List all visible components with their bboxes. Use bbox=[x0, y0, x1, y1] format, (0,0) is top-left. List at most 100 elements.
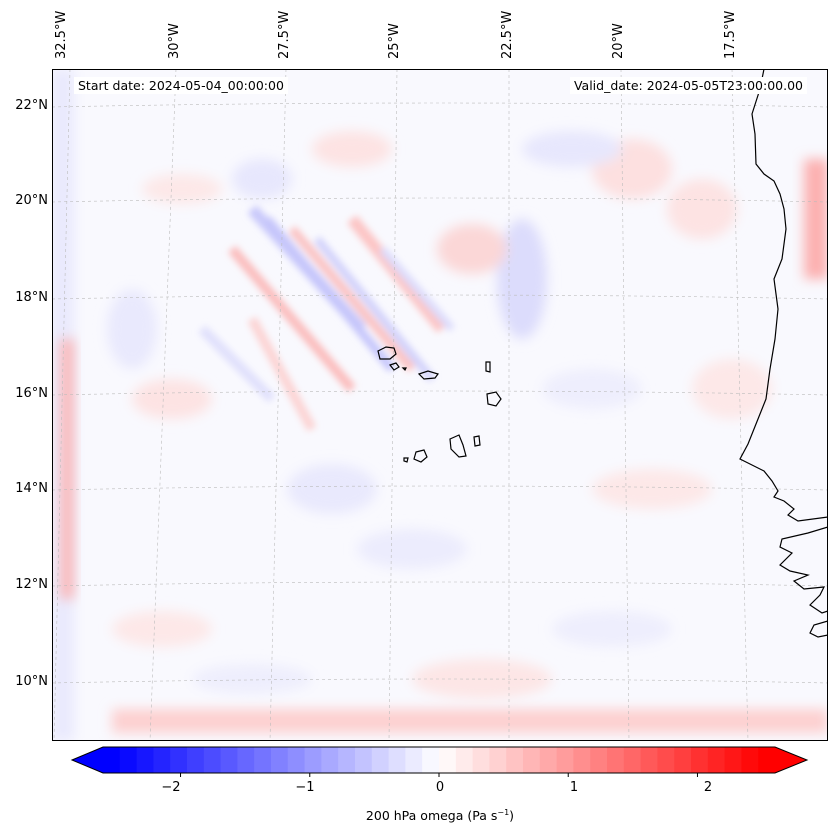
colorbar-step bbox=[220, 747, 238, 773]
gridline-lon bbox=[53, 69, 71, 741]
lat-tick-label: 14°N bbox=[15, 481, 48, 496]
colorbar-step bbox=[119, 747, 138, 773]
gridline-lat bbox=[52, 197, 828, 203]
colorbar-frame bbox=[70, 746, 809, 774]
omega-south-band bbox=[112, 709, 828, 733]
colorbar-label-text: 200 hPa omega (Pa s bbox=[365, 808, 498, 824]
colorbar-step bbox=[187, 747, 205, 773]
colorbar-step bbox=[707, 747, 726, 773]
colorbar-step bbox=[355, 747, 373, 773]
colorbar-tick-label: −1 bbox=[295, 780, 315, 795]
omega-blob bbox=[132, 379, 212, 419]
colorbar-extend-min bbox=[72, 747, 103, 773]
colorbar-step bbox=[741, 747, 759, 773]
colorbar-step bbox=[304, 747, 322, 773]
gridline-lat bbox=[52, 102, 828, 108]
omega-streak bbox=[288, 226, 416, 372]
colorbar-step bbox=[489, 747, 507, 773]
omega-blob bbox=[357, 529, 467, 569]
omega-blob bbox=[497, 219, 547, 339]
colorbar-step bbox=[758, 747, 776, 773]
lon-tick-label: 25°W bbox=[387, 23, 402, 59]
omega-blob bbox=[692, 359, 772, 419]
lon-tick-label: 32.5°W bbox=[54, 10, 69, 59]
island-boa-vista bbox=[486, 391, 502, 407]
colorbar-step bbox=[590, 747, 608, 773]
omega-blob bbox=[522, 131, 622, 167]
colorbar-label: 200 hPa omega (Pa s−1) bbox=[366, 808, 514, 823]
lat-tick-label: 16°N bbox=[15, 386, 48, 401]
omega-streak bbox=[378, 246, 456, 332]
colorbar-step bbox=[539, 747, 558, 773]
lat-tick-label: 22°N bbox=[15, 98, 48, 113]
colorbar-step bbox=[472, 747, 490, 773]
colorbar-step bbox=[640, 747, 658, 773]
lon-tick-label: 30°W bbox=[167, 23, 182, 59]
start-date-label: Start date: 2024-05-04_00:00:00 bbox=[74, 77, 288, 94]
colorbar-step bbox=[422, 747, 440, 773]
colorbar-step bbox=[103, 747, 121, 773]
colorbar-step bbox=[573, 747, 591, 773]
omega-streak bbox=[313, 236, 436, 382]
lon-tick-label: 27.5°W bbox=[277, 10, 292, 59]
omega-blob bbox=[312, 131, 392, 167]
colorbar-step bbox=[506, 747, 524, 773]
island-sao-vicente bbox=[388, 362, 400, 371]
valid-date-label: Valid_date: 2024-05-05T23:00:00.00 bbox=[569, 77, 807, 94]
colorbar-steps bbox=[72, 747, 807, 773]
colorbar-step bbox=[607, 747, 625, 773]
colorbar-step bbox=[203, 747, 222, 773]
island-sal bbox=[485, 361, 491, 373]
omega-blob bbox=[192, 664, 312, 694]
colorbar-step bbox=[321, 747, 339, 773]
colorbar-step bbox=[657, 747, 675, 773]
omega-blob bbox=[667, 179, 737, 239]
omega-blob bbox=[142, 174, 222, 204]
colorbar-step bbox=[237, 747, 255, 773]
omega-blob bbox=[287, 464, 377, 514]
gridline-lat bbox=[52, 294, 828, 300]
lon-tick-label: 20°W bbox=[611, 23, 626, 59]
island-santo-antao bbox=[377, 346, 397, 360]
colorbar-tick-label: −2 bbox=[161, 780, 181, 795]
colorbar-step bbox=[287, 747, 306, 773]
colorbar-label-exponent: −1 bbox=[497, 808, 510, 817]
gridline-lon bbox=[388, 69, 398, 741]
lat-tick-label: 18°N bbox=[15, 290, 48, 305]
omega-blob bbox=[112, 611, 212, 647]
west-africa-coastline bbox=[739, 69, 828, 638]
omega-streak bbox=[347, 215, 447, 333]
colorbar-step bbox=[153, 747, 171, 773]
island-brava bbox=[403, 457, 409, 463]
omega-blob bbox=[232, 159, 292, 199]
colorbar-step bbox=[439, 747, 457, 773]
colorbar-step bbox=[136, 747, 154, 773]
lat-tick-label: 20°N bbox=[15, 193, 48, 208]
omega-streak bbox=[198, 325, 276, 403]
colorbar-step bbox=[455, 747, 474, 773]
omega-streak bbox=[247, 316, 317, 432]
gridline-lon bbox=[269, 69, 287, 741]
colorbar-step bbox=[724, 747, 742, 773]
colorbar-step bbox=[338, 747, 356, 773]
gridline-lon bbox=[149, 69, 177, 741]
map-panel[interactable] bbox=[52, 69, 828, 741]
omega-field bbox=[52, 69, 828, 741]
colorbar-step bbox=[523, 747, 541, 773]
island-sao-nicolau bbox=[417, 370, 439, 380]
colorbar-step bbox=[556, 747, 574, 773]
colorbar-step bbox=[388, 747, 406, 773]
colorbar-step bbox=[405, 747, 423, 773]
omega-streak bbox=[263, 216, 396, 372]
gridlines bbox=[52, 69, 828, 741]
omega-east-band bbox=[804, 159, 828, 279]
lat-tick-label: 10°N bbox=[15, 674, 48, 689]
island-santiago bbox=[449, 434, 467, 458]
colorbar-step bbox=[623, 747, 642, 773]
gridline-lat bbox=[52, 485, 828, 491]
gridline-lat bbox=[52, 581, 828, 587]
colorbar-step bbox=[254, 747, 272, 773]
omega-blob bbox=[592, 469, 712, 509]
island-fogo bbox=[413, 449, 428, 463]
